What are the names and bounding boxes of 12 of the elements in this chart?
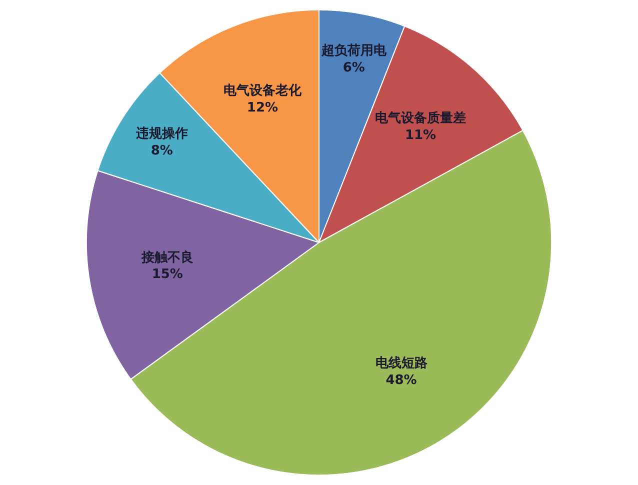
data-label: 8%	[150, 144, 173, 158]
slice-label: 违规操作	[134, 126, 188, 142]
data-label: 6%	[342, 60, 365, 76]
data-label: 12%	[246, 100, 278, 116]
slice-label: 电气设备质量差	[375, 110, 466, 126]
slice-label: 电线短路	[375, 356, 428, 371]
data-label: 15%	[152, 267, 183, 282]
data-label: 11%	[404, 128, 436, 144]
slice-label: 接触不良	[140, 249, 194, 266]
slice-label: 超负荷用电	[320, 42, 388, 59]
slice-label: 电气设备老化	[223, 84, 302, 99]
data-label: 48%	[386, 372, 417, 388]
